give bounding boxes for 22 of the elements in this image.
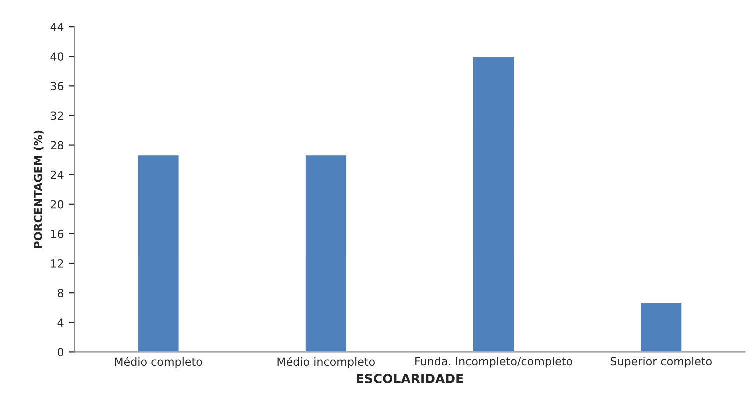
y-tick-label: 36 bbox=[51, 82, 64, 91]
bar bbox=[304, 154, 348, 352]
x-tick-label: Médio completo bbox=[115, 357, 202, 368]
y-tick-label: 32 bbox=[51, 112, 64, 120]
x-tick-label: Médio incompleto bbox=[278, 357, 375, 368]
y-tick-label: 4 bbox=[58, 318, 64, 327]
y-tick-label: 0 bbox=[58, 348, 64, 357]
y-tick-label: 16 bbox=[51, 230, 64, 238]
x-tick-label: Funda. Incompleto/completo bbox=[416, 357, 572, 368]
y-tick-label: 28 bbox=[51, 141, 64, 150]
y-tick-label: 24 bbox=[51, 170, 64, 180]
y-tick-label: 40 bbox=[50, 52, 64, 61]
bar bbox=[640, 302, 684, 352]
bar bbox=[472, 56, 516, 352]
bar bbox=[136, 154, 180, 352]
y-tick-label: 8 bbox=[58, 289, 64, 298]
x-tick-label: Superior completo bbox=[610, 357, 712, 368]
y-tick-label: 20 bbox=[51, 200, 64, 209]
y-tick-label: 12 bbox=[51, 259, 64, 268]
x-axis-title: ESCOLARIDADE bbox=[357, 374, 464, 384]
y-tick-label: 44 bbox=[50, 23, 64, 32]
y-axis-title: PORCENTAGEM (%) bbox=[34, 130, 44, 248]
